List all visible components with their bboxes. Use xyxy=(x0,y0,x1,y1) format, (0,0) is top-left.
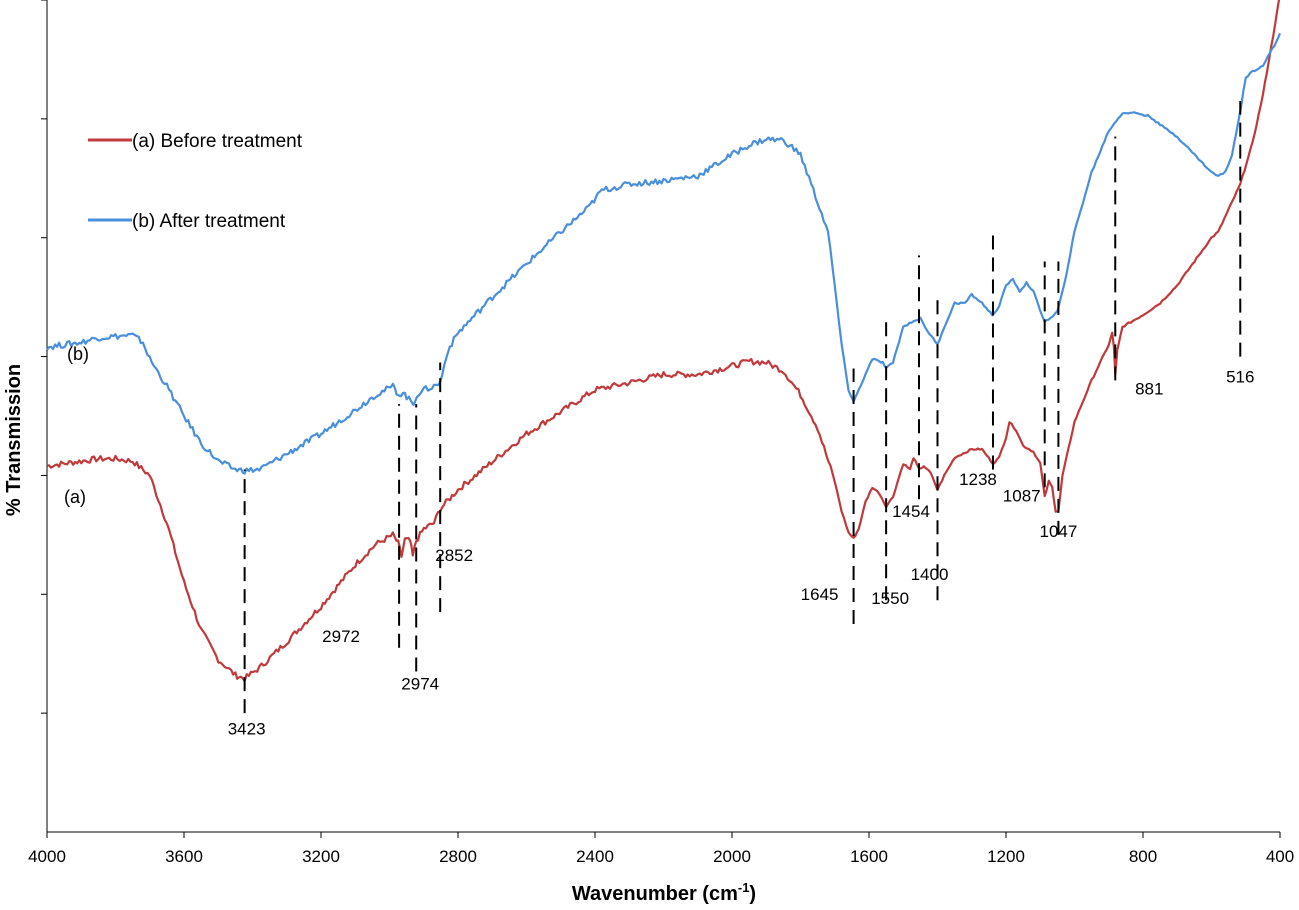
annotation-layer: 3423 2972 2974 2852 1645 1550 1454 1400 1238 1087… xyxy=(228,101,1254,739)
peak-label-1454: 1454 xyxy=(892,502,930,521)
peak-label-3423: 3423 xyxy=(228,720,266,739)
x-tick-label: 1200 xyxy=(987,847,1025,866)
x-tick-label: 2000 xyxy=(713,847,751,866)
legend: (a) Before treatment (b) After treatment xyxy=(88,131,303,232)
peak-label-1238: 1238 xyxy=(959,470,997,489)
curve-labels: (a) (b) xyxy=(64,344,89,507)
x-axis-title-close: ) xyxy=(749,883,756,905)
x-tick-label: 4000 xyxy=(28,847,66,866)
peak-label-1645: 1645 xyxy=(801,585,839,604)
x-tick-label: 2400 xyxy=(576,847,614,866)
x-tick-label: 800 xyxy=(1129,847,1157,866)
peak-label-516: 516 xyxy=(1226,368,1254,387)
x-tick-label: 1600 xyxy=(850,847,888,866)
peak-label-1047: 1047 xyxy=(1039,522,1077,541)
x-tick-label: 3200 xyxy=(302,847,340,866)
series-line-after-treatment xyxy=(46,32,1282,475)
x-axis-title-main: Wavenumber (cm xyxy=(572,883,738,905)
legend-label-after: (b) After treatment xyxy=(132,211,286,232)
curve-label-b: (b) xyxy=(67,344,89,364)
legend-label-before: (a) Before treatment xyxy=(132,131,303,152)
y-axis-title: % Transmission xyxy=(3,364,25,516)
peak-label-2974: 2974 xyxy=(401,674,439,693)
curve-label-a: (a) xyxy=(64,487,86,507)
peak-label-1087: 1087 xyxy=(1003,487,1041,506)
peak-label-2852: 2852 xyxy=(435,546,473,565)
peak-label-1400: 1400 xyxy=(911,565,949,584)
x-axis-title-sup: -1 xyxy=(738,880,750,895)
x-axis-title: Wavenumber (cm-1) xyxy=(572,880,756,905)
series-line-before-treatment xyxy=(46,0,1281,683)
x-tick-label: 400 xyxy=(1266,847,1294,866)
peak-label-1550: 1550 xyxy=(871,589,909,608)
x-tick-label: 2800 xyxy=(439,847,477,866)
axes: 4000 3600 3200 2800 2400 2000 1600 1200 800 400 xyxy=(28,0,1294,866)
peak-label-881: 881 xyxy=(1135,380,1163,399)
x-tick-label: 3600 xyxy=(165,847,203,866)
series-layer xyxy=(46,0,1282,683)
peak-label-2972: 2972 xyxy=(322,627,360,646)
